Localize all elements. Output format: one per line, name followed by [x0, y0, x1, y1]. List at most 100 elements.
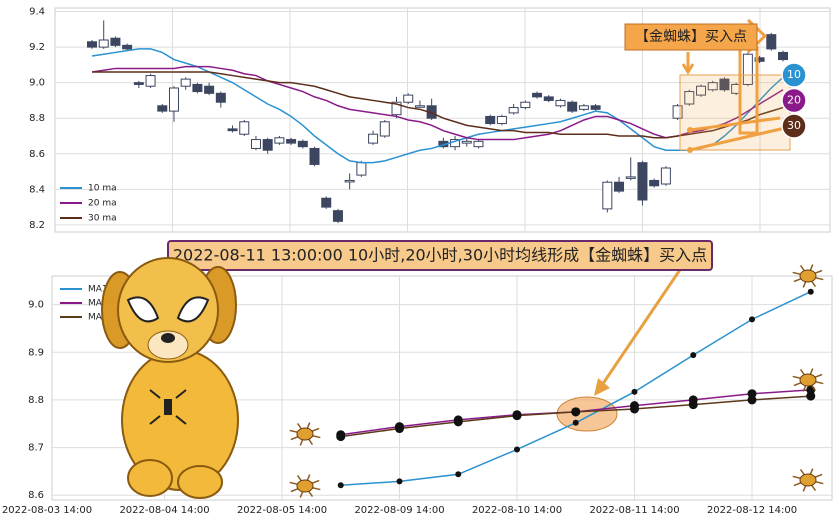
point — [690, 352, 697, 359]
y-tick-label: 8.8 — [28, 395, 44, 406]
x-tick-label: 2022-08-04 14:00 — [119, 505, 209, 516]
y-tick-label: 8.7 — [28, 443, 44, 454]
point — [572, 419, 579, 426]
candle-body — [262, 139, 273, 151]
candle-body — [309, 147, 320, 165]
dog-head — [117, 257, 219, 363]
candle-body — [227, 128, 238, 132]
dog-illustration — [101, 257, 239, 499]
legend-label: MA10 — [88, 285, 114, 295]
badge-label: 30 — [787, 119, 801, 132]
x-tick-label: 2022-08-12 14:00 — [707, 505, 797, 516]
badge — [781, 62, 807, 88]
candle-body — [637, 162, 648, 201]
point — [336, 432, 346, 442]
candle-body — [567, 101, 578, 112]
candle-body — [778, 51, 788, 61]
x-tick-label: 2022-08-10 14:00 — [472, 505, 562, 516]
candle-body — [672, 105, 683, 119]
y-tick-label: 8.9 — [28, 347, 44, 358]
spider-body — [799, 269, 817, 283]
spider-body — [296, 427, 314, 441]
point — [453, 417, 463, 427]
candle-body — [133, 82, 144, 85]
point — [514, 446, 520, 453]
y-tick-label: 8.6 — [29, 149, 45, 160]
candle-body — [344, 179, 355, 183]
candle-body — [578, 105, 589, 110]
candle-body — [742, 53, 753, 85]
candle-body — [192, 83, 203, 93]
candle-body — [754, 57, 765, 62]
spider-body — [799, 373, 817, 387]
candle-body — [602, 181, 613, 210]
point — [337, 482, 344, 489]
candle-body — [496, 115, 507, 125]
anchor-dot — [687, 127, 693, 133]
candle-body — [461, 140, 472, 144]
candle-body — [508, 107, 519, 114]
y-tick-label: 9.0 — [28, 300, 44, 311]
spider-body — [799, 473, 817, 487]
candle-body — [87, 41, 97, 48]
point — [688, 400, 698, 410]
candle-body — [274, 137, 285, 144]
candle-body — [145, 75, 156, 87]
y-tick-label: 9.0 — [29, 78, 45, 89]
spider-icon — [289, 422, 321, 446]
candle-body — [696, 85, 707, 96]
candle-body — [297, 140, 308, 148]
legend-label: 10 ma — [88, 184, 117, 194]
candle-body — [391, 101, 402, 116]
y-tick-label: 8.2 — [29, 220, 45, 231]
legend-label: MA30 — [88, 313, 114, 323]
candle-body — [473, 140, 484, 148]
candle-body — [215, 92, 226, 103]
title-box — [167, 240, 713, 271]
candle-body — [543, 96, 554, 101]
legend-label: 20 ma — [88, 199, 117, 209]
legend-label: MA20 — [88, 299, 114, 309]
spider-icon — [792, 368, 824, 392]
candle-body — [614, 181, 625, 192]
anchor-dot — [687, 147, 693, 153]
candle-body — [485, 115, 496, 125]
spider-icon — [792, 264, 824, 288]
point — [631, 388, 638, 395]
point — [396, 478, 403, 485]
candle-body — [625, 176, 636, 179]
badge-label: 20 — [787, 94, 801, 107]
candle-body — [321, 197, 332, 208]
badge-label: 10 — [787, 68, 801, 81]
dog-nose — [161, 333, 175, 343]
spider-icon — [792, 468, 824, 492]
spider-emblem — [149, 389, 187, 425]
spider-body — [296, 479, 314, 493]
point — [747, 389, 757, 399]
candle-body — [766, 34, 777, 50]
y-tick-label: 8.4 — [29, 184, 45, 195]
point — [630, 404, 639, 414]
annotation-text: 【金蜘蛛】买入点 — [635, 29, 747, 45]
annotation-arrow — [681, 18, 768, 135]
point — [806, 391, 816, 401]
point — [455, 471, 462, 478]
y-tick-label: 8.8 — [29, 113, 45, 124]
spider-icon — [289, 474, 321, 498]
dog-leg — [127, 459, 173, 497]
candle-body — [532, 92, 543, 98]
candle-body — [707, 82, 718, 91]
candle-body — [684, 91, 695, 105]
dog-muzzle — [147, 330, 189, 360]
point — [807, 288, 814, 295]
candle-body — [157, 105, 168, 112]
pointer-head — [594, 378, 610, 396]
point — [395, 424, 404, 434]
candle-body — [110, 37, 121, 46]
pointer-arrow — [598, 251, 694, 389]
y-tick-label: 8.6 — [28, 490, 44, 501]
candle-body — [379, 121, 390, 137]
point — [749, 316, 755, 323]
candle-body — [719, 78, 730, 91]
x-tick-label: 2022-08-03 14:00 — [2, 505, 92, 516]
